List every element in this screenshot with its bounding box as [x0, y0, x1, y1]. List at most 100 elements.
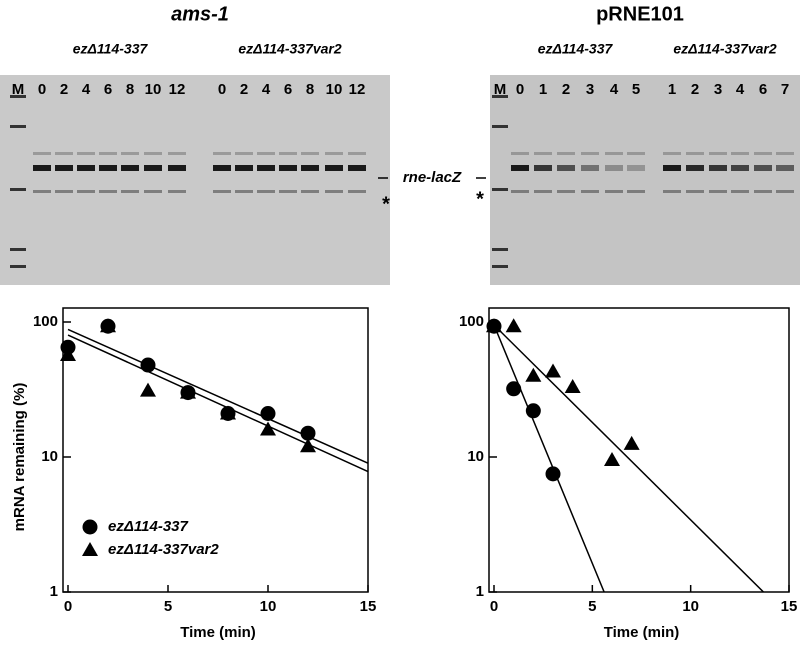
gel-band	[731, 152, 749, 155]
gel-band	[627, 152, 645, 155]
y-tick-label: 1	[476, 583, 484, 600]
gel-band	[99, 190, 117, 193]
gel-band	[301, 190, 319, 193]
marker-band	[10, 248, 26, 251]
lane-label: 6	[284, 81, 292, 98]
data-point	[300, 425, 316, 441]
gel-band	[534, 152, 552, 155]
fit-line	[493, 324, 764, 592]
gel-band	[581, 152, 599, 155]
lane-label: 10	[326, 81, 343, 98]
data-point	[140, 382, 156, 397]
gel-band	[776, 152, 794, 155]
gel-band	[144, 152, 162, 155]
group-label: ezΔ114-337var2	[673, 41, 777, 57]
gel-band	[663, 165, 681, 171]
gel-band	[776, 190, 794, 193]
gel-band	[534, 165, 552, 171]
lane-label: 0	[38, 81, 46, 98]
gel-band	[605, 190, 623, 193]
gel-band	[511, 165, 529, 171]
gel-band	[348, 165, 366, 171]
lane-label: 2	[60, 81, 68, 98]
data-point	[486, 318, 502, 333]
gel-band	[511, 190, 529, 193]
lane-label: 2	[562, 81, 570, 98]
lane-label: 1	[668, 81, 676, 98]
gel-band	[121, 190, 139, 193]
gel-band	[709, 190, 727, 193]
gel-band	[534, 190, 552, 193]
gel-band	[776, 165, 794, 171]
lane-label: 5	[632, 81, 640, 98]
gel-band	[279, 190, 297, 193]
y-axis-label: mRNA remaining (%)	[11, 383, 28, 532]
gel-band	[213, 165, 231, 171]
lane-label: 2	[240, 81, 248, 98]
data-point	[525, 403, 541, 419]
legend-marker	[82, 542, 98, 556]
gel-band	[55, 152, 73, 155]
group-label: ezΔ114-337var2	[238, 41, 342, 57]
data-point	[604, 452, 620, 467]
gel-band	[33, 190, 51, 193]
lane-label: 3	[714, 81, 722, 98]
y-tick-label: 10	[41, 448, 58, 465]
gel-band	[709, 152, 727, 155]
data-point	[260, 421, 276, 436]
lane-label: 4	[610, 81, 619, 98]
y-tick-label: 100	[459, 313, 484, 330]
gel-band	[325, 165, 343, 171]
gel-band	[325, 152, 343, 155]
gel-band	[77, 152, 95, 155]
gel-band	[663, 152, 681, 155]
lane-label: 3	[586, 81, 594, 98]
gel-band	[581, 190, 599, 193]
gel-band	[686, 165, 704, 171]
x-tick-label: 10	[260, 598, 277, 615]
gel-band	[754, 152, 772, 155]
lane-label: 1	[539, 81, 547, 98]
y-tick-label: 10	[467, 448, 484, 465]
gel-band	[754, 190, 772, 193]
gel-image	[490, 75, 800, 285]
y-tick-label: 100	[33, 313, 58, 330]
gel-band	[121, 165, 139, 171]
gel-band	[168, 152, 186, 155]
lane-label: M	[494, 81, 507, 98]
lane-label: 7	[781, 81, 789, 98]
gel-band	[348, 190, 366, 193]
gel-band	[99, 165, 117, 171]
lane-label: 4	[262, 81, 271, 98]
gel-band	[279, 165, 297, 171]
gel-band	[257, 152, 275, 155]
x-tick-label: 5	[588, 598, 596, 615]
gel-band	[686, 190, 704, 193]
gel-band	[121, 152, 139, 155]
asterisk: *	[382, 193, 390, 215]
gel-band	[33, 152, 51, 155]
group-label: ezΔ114-337	[73, 41, 149, 57]
x-axis-label: Time (min)	[180, 624, 256, 641]
marker-band	[10, 125, 26, 128]
gel-band	[144, 165, 162, 171]
gel-band	[686, 152, 704, 155]
data-point	[525, 367, 542, 382]
x-tick-label: 10	[682, 598, 699, 615]
lane-label: 10	[145, 81, 162, 98]
data-point	[545, 466, 561, 482]
data-point	[505, 318, 522, 333]
gel-band	[663, 190, 681, 193]
lane-label: 6	[104, 81, 112, 98]
legend-label: ezΔ114-337	[108, 518, 189, 535]
gel-band	[168, 190, 186, 193]
x-tick-label: 15	[781, 598, 798, 615]
lane-label: M	[12, 81, 25, 98]
gel-band	[213, 152, 231, 155]
group-label: ezΔ114-337	[538, 41, 614, 57]
gel-band	[279, 152, 297, 155]
gel-band	[99, 152, 117, 155]
lane-label: 8	[306, 81, 314, 98]
gel-band	[581, 165, 599, 171]
